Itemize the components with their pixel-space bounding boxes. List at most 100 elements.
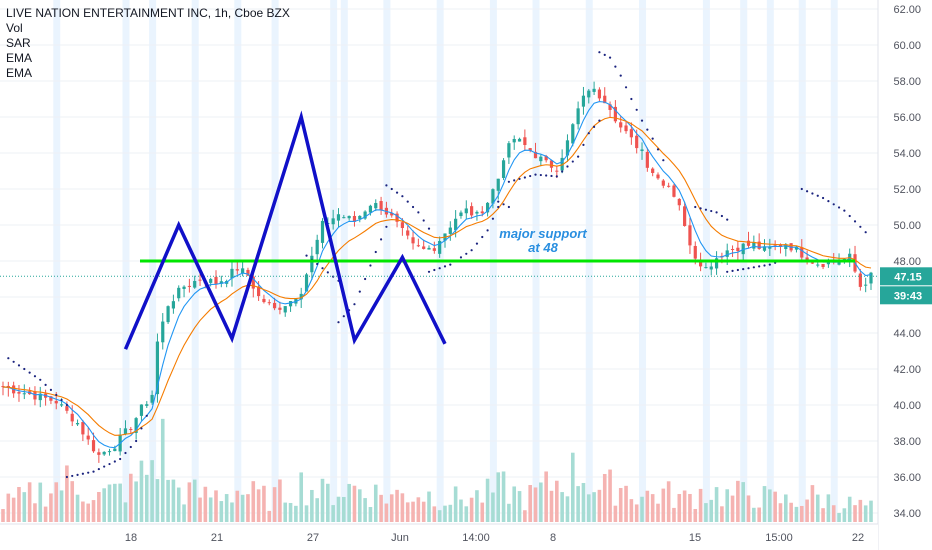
volume-bar (235, 490, 240, 522)
candle-body (54, 400, 58, 404)
candle-body (619, 122, 623, 128)
price-tick-label: 48.00 (893, 256, 921, 268)
price-tick-label: 54.00 (893, 148, 921, 160)
legend-vol[interactable]: Vol (6, 21, 23, 35)
volume-bar (33, 503, 37, 522)
volume-bar (634, 504, 639, 522)
volume-bar (176, 487, 181, 522)
candle-body (693, 245, 697, 259)
sar-dot (390, 187, 393, 191)
sar-dot (736, 268, 739, 272)
sar-dot (805, 190, 809, 193)
sar-dot (550, 174, 553, 178)
volume-bar (837, 512, 841, 522)
sar-dot (422, 219, 425, 222)
sar-dot (486, 229, 489, 232)
volume-bar (581, 482, 586, 522)
countdown-badge-bg (880, 286, 932, 305)
legend-sar[interactable]: SAR (6, 36, 31, 50)
sar-dot (502, 203, 505, 206)
candle-body (113, 448, 117, 452)
candle-body (587, 90, 591, 98)
candle-body (262, 298, 266, 303)
sar-dot (145, 414, 148, 417)
sar-dot (55, 393, 58, 397)
price-tick-label: 34.00 (893, 508, 921, 520)
candle-body (858, 273, 862, 287)
candle-body (288, 301, 293, 307)
time-axis[interactable]: 18 21 27 Jun 14:00 8 15 15:00 22 (0, 523, 878, 550)
candle-body (123, 428, 128, 435)
candle-body (97, 452, 101, 455)
sar-dot (742, 268, 745, 271)
volume-bar (17, 486, 21, 522)
volume-bar (672, 507, 676, 522)
sar-dot (49, 388, 53, 391)
sar-dot (76, 473, 79, 476)
volume-bar (720, 506, 724, 522)
candle-body (667, 185, 671, 187)
sar-dot (470, 249, 473, 252)
volume-bar (160, 418, 165, 522)
volume-bar (416, 497, 421, 522)
sar-dot (385, 225, 388, 228)
candle-body (187, 285, 191, 287)
candle-body (171, 301, 176, 309)
candle-body (608, 104, 612, 110)
volume-bar (523, 510, 527, 522)
sar-dot (598, 51, 601, 54)
candle-body (592, 88, 596, 92)
volume-bar (347, 483, 351, 522)
candle-body (209, 278, 213, 283)
sar-dot (561, 170, 564, 173)
candle-body (70, 413, 74, 422)
volume-bar (427, 491, 431, 522)
volume-bar (752, 507, 756, 522)
volume-bar (91, 500, 96, 522)
volume-bar (453, 486, 458, 522)
candle-body (315, 239, 319, 255)
chart-legend: LIVE NATION ENTERTAINMENT INC, 1h, Cboe … (6, 6, 290, 81)
sar-dot (337, 321, 340, 324)
candle-body (794, 246, 799, 250)
candle-body (368, 205, 373, 213)
candle-body (438, 240, 442, 254)
sar-dot (87, 471, 90, 474)
volume-bar (491, 492, 495, 522)
volume-bar (805, 499, 809, 522)
sar-dot (694, 205, 697, 209)
volume-bar (38, 482, 43, 522)
volume-bar (768, 489, 772, 522)
volume-bar (373, 484, 378, 522)
sar-dot (843, 209, 846, 212)
candle-body (379, 201, 383, 211)
volume-bar (251, 481, 256, 522)
volume-bar (192, 479, 197, 522)
sar-dot (411, 205, 415, 209)
sar-dot (369, 264, 372, 267)
candle-body (470, 206, 474, 216)
volume-bar (432, 506, 437, 522)
volume-bar (741, 482, 745, 522)
legend-ema-2[interactable]: EMA (6, 66, 33, 80)
candle-body (746, 240, 751, 246)
volume-bar (118, 483, 122, 522)
candle-body (842, 258, 846, 261)
sar-dot (699, 207, 702, 210)
candle-body (757, 241, 761, 249)
time-axis-bg (0, 524, 878, 550)
price-tick-label: 56.00 (893, 112, 921, 124)
candle-body (422, 246, 426, 249)
volume-bar (650, 494, 655, 522)
last-price-badge-bg (880, 267, 932, 286)
sar-dot (305, 254, 308, 257)
candle-body (193, 280, 197, 288)
candle-body (107, 451, 112, 453)
legend-ema-1[interactable]: EMA (6, 51, 33, 65)
candle-body (736, 247, 740, 252)
sar-dot (459, 256, 463, 259)
sar-dot (587, 132, 590, 135)
sar-dot (566, 165, 569, 168)
sar-dot (23, 367, 26, 371)
